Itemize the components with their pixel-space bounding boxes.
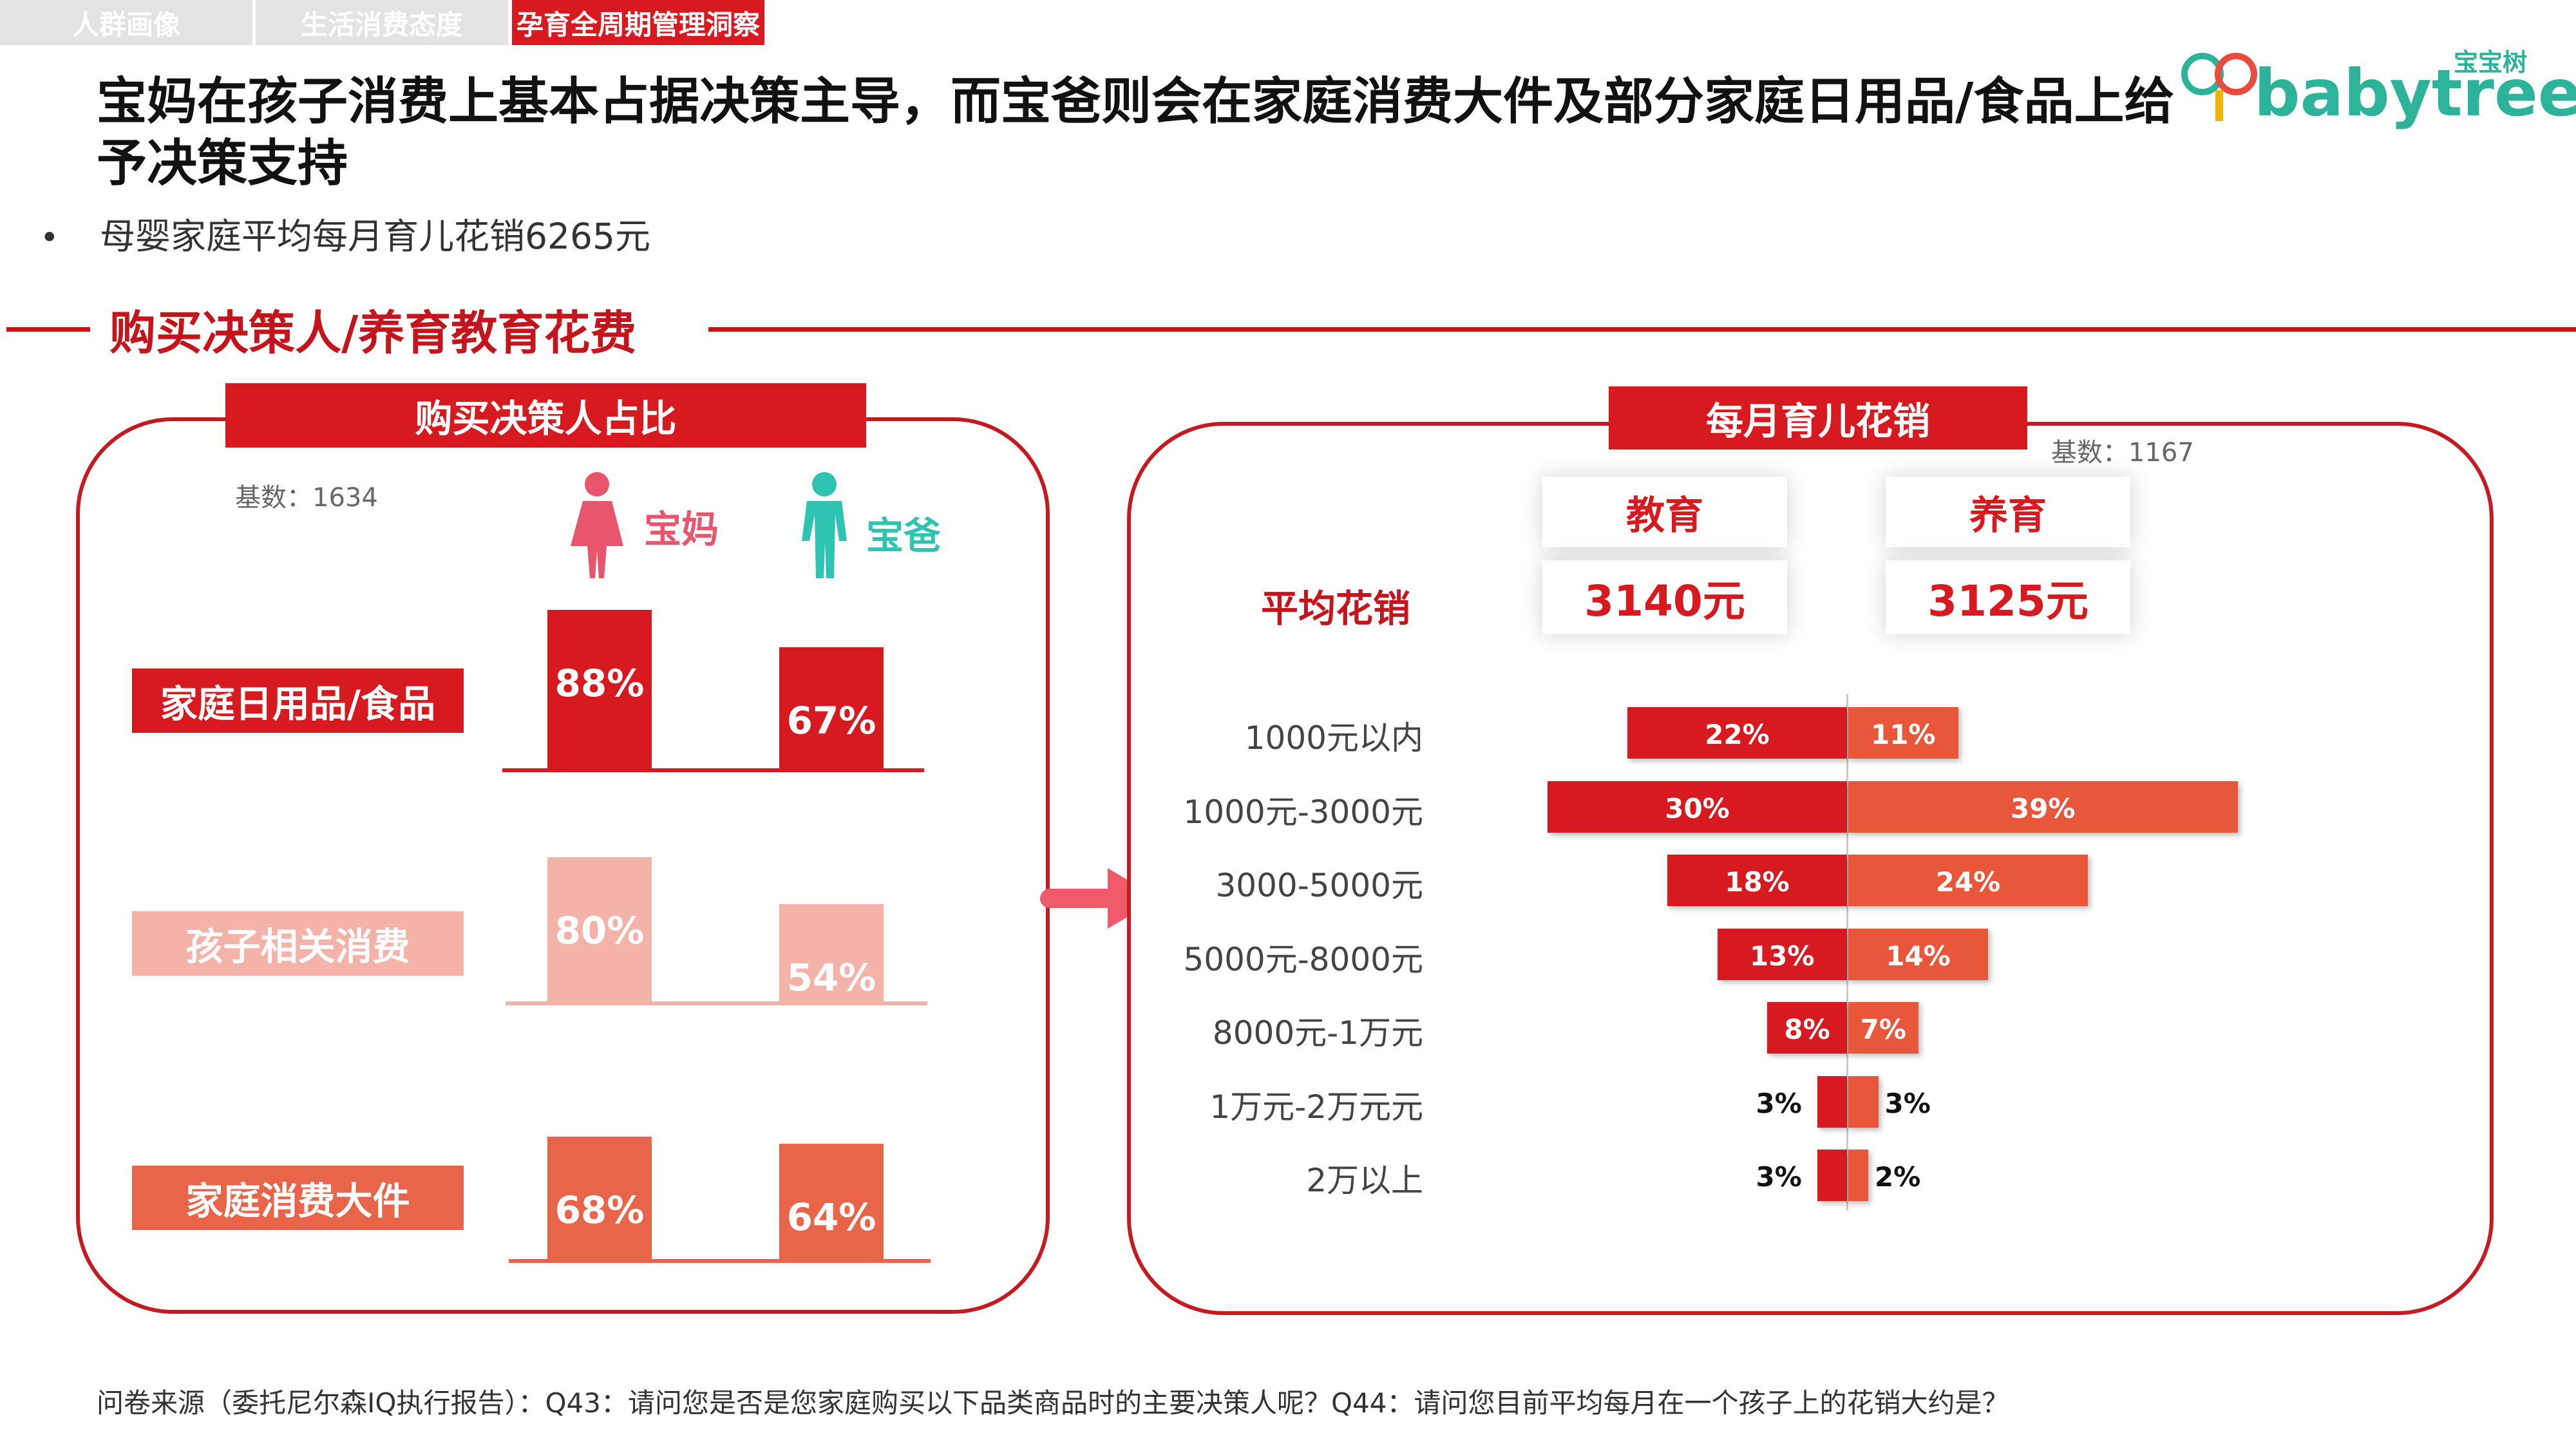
funnel-category-label: 3000-5000元 [1215, 867, 1423, 904]
decision-bar-mom-1: 80% [547, 857, 652, 1001]
funnel-label-care: 11% [1870, 719, 1936, 750]
mom-icon [571, 472, 623, 578]
decision-bar-label: 64% [786, 1195, 876, 1239]
decision-bar-dad-1: 54% [779, 904, 884, 1001]
decision-bar-label: 88% [554, 661, 645, 705]
decision-bar-mom-2: 68% [547, 1136, 652, 1259]
funnel-label-edu: 18% [1725, 866, 1790, 898]
funnel-category-label: 1000元-3000元 [1183, 793, 1423, 831]
funnel-bar-care [1848, 1075, 1879, 1128]
funnel-label-edu: 22% [1705, 719, 1770, 750]
funnel-category-label: 2万以上 [1306, 1162, 1423, 1199]
decision-bar-mom-0: 88% [547, 609, 652, 768]
funnel-label-care: 2% [1875, 1161, 1921, 1193]
funnel-label-care: 14% [1886, 940, 1951, 972]
funnel-bar-edu [1627, 707, 1847, 759]
mom-label: 宝妈 [644, 507, 719, 551]
dad-icon [802, 472, 847, 578]
funnel-bar-care [1848, 855, 2088, 906]
logo-tree-icon [2181, 53, 2257, 121]
funnel-bar-care [1848, 1150, 1868, 1201]
baseline-kids [506, 1001, 927, 1005]
funnel-bar-edu [1667, 855, 1847, 906]
avg-care-card: 3125元 [1886, 560, 2130, 634]
decision-bar-label: 68% [554, 1188, 645, 1232]
tab-parenting-insight[interactable]: 孕育全周期管理洞察 [512, 0, 764, 45]
decision-bar-label: 80% [554, 909, 645, 952]
section-divider-right [708, 327, 2576, 332]
decision-bar-label: 54% [786, 955, 876, 999]
funnel-label-edu: 8% [1784, 1014, 1830, 1045]
funnel-bar-edu [1717, 928, 1847, 980]
left-base-label: 基数：1634 [235, 483, 378, 513]
logo-wordmark: babytree [2254, 55, 2576, 131]
logo-cn: 宝宝树 [2454, 48, 2528, 77]
category-label-daily: 家庭日用品/食品 [132, 668, 464, 733]
funnel-category-label: 1000元以内 [1244, 719, 1423, 757]
funnel-center-line [1846, 694, 1848, 1211]
funnel-label-care: 3% [1884, 1087, 1931, 1119]
page-title: 宝妈在孩子消费上基本占据决策主导，而宝爸则会在家庭消费大件及部分家庭日用品/食品… [97, 73, 2175, 193]
decision-bar-label: 67% [786, 699, 876, 743]
section-title: 购买决策人/养育教育花费 [109, 306, 637, 360]
funnel-bar-care [1848, 928, 1988, 980]
avg-label: 平均花销 [1261, 587, 1411, 630]
care-column-label: 养育 [1969, 493, 2047, 538]
funnel-label-care: 7% [1860, 1014, 1906, 1045]
avg-edu-value: 3140元 [1584, 576, 1745, 626]
source-footnote: 问卷来源（委托尼尔森IQ执行报告）：Q43：请问您是否是您家庭购买以下品类商品时… [97, 1387, 2009, 1419]
funnel-bar-care [1848, 781, 2238, 833]
decision-maker-header: 购买决策人占比 [225, 383, 866, 448]
funnel-label-edu: 3% [1756, 1087, 1802, 1119]
funnel-bar-edu [1767, 1002, 1847, 1054]
funnel-bar-care [1848, 707, 1958, 759]
right-base-label: 基数：1167 [2051, 438, 2194, 468]
bullet-text: 母婴家庭平均每月育儿花销6265元 [100, 216, 650, 257]
section-divider-left [6, 327, 90, 332]
care-column-header: 养育 [1886, 477, 2130, 547]
dad-label: 宝爸 [866, 514, 942, 558]
avg-edu-card: 3140元 [1542, 560, 1787, 634]
spending-header: 每月育儿花销 [1609, 386, 2027, 450]
funnel-category-label: 1万元-2万元元 [1209, 1088, 1423, 1126]
babytree-logo: babytree 宝宝树 [2177, 45, 2576, 129]
category-label-kids: 孩子相关消费 [132, 911, 464, 976]
tab-lifestyle-attitude[interactable]: 生活消费态度 [256, 0, 508, 45]
funnel-bar-edu [1817, 1150, 1847, 1201]
decision-bar-dad-0: 67% [779, 647, 884, 768]
funnel-label-edu: 13% [1749, 940, 1815, 972]
baseline-large [509, 1259, 931, 1263]
funnel-label-care: 39% [2010, 792, 2076, 824]
funnel-category-label: 8000元-1万元 [1212, 1014, 1423, 1052]
funnel-bar-edu [1548, 781, 1847, 833]
funnel-label-edu: 30% [1665, 792, 1730, 824]
funnel-bar-edu [1817, 1075, 1847, 1128]
tab-audience-profile[interactable]: 人群画像 [0, 0, 252, 45]
funnel-category-label: 5000元-8000元 [1183, 940, 1423, 978]
bullet-icon: • [40, 219, 59, 256]
category-label-large: 家庭消费大件 [132, 1166, 464, 1230]
avg-care-value: 3125元 [1927, 576, 2088, 626]
edu-column-label: 教育 [1626, 493, 1703, 538]
edu-column-header: 教育 [1542, 477, 1787, 547]
funnel-label-care: 24% [1935, 866, 2001, 898]
baseline-daily [502, 768, 924, 772]
funnel-label-edu: 3% [1756, 1161, 1802, 1193]
funnel-bar-care [1848, 1002, 1918, 1054]
decision-bar-dad-2: 64% [779, 1143, 884, 1259]
